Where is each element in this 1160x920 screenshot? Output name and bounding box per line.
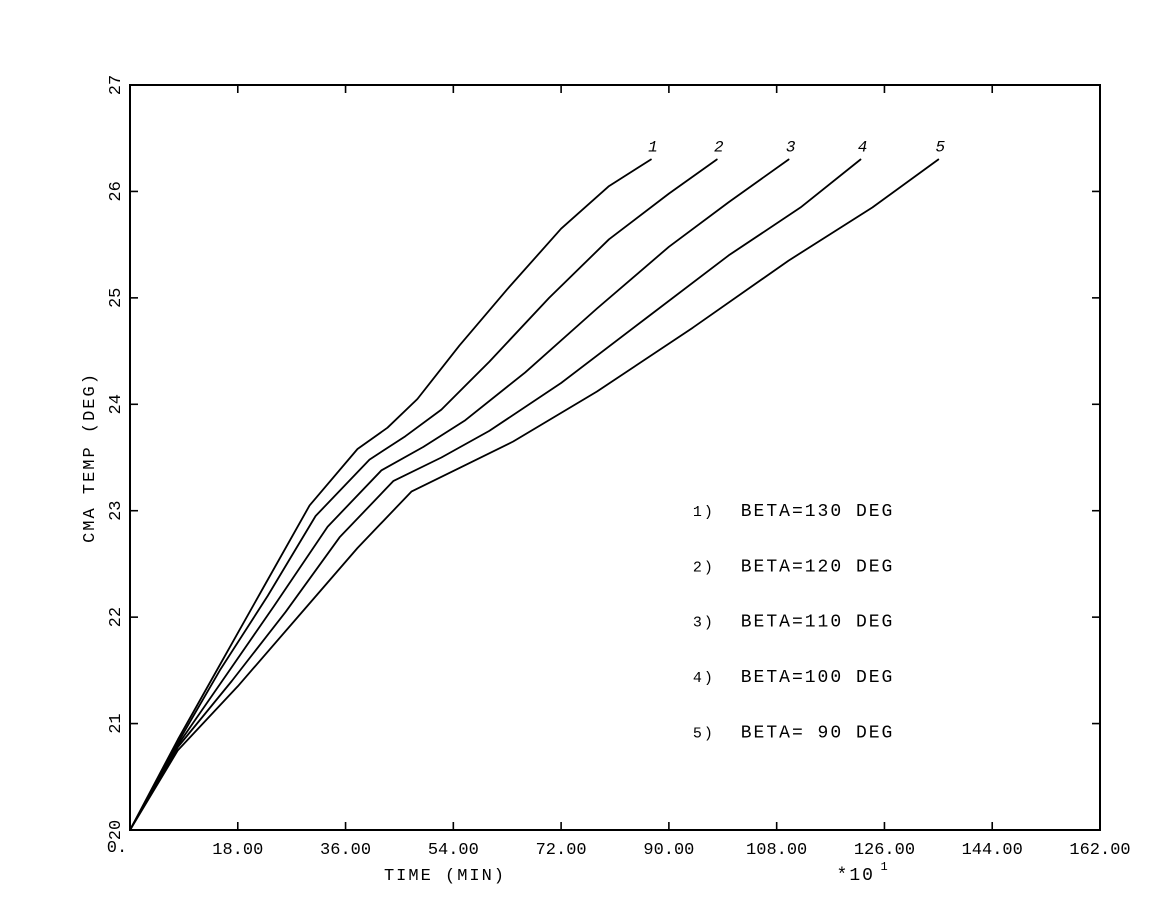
series-marker-3: 3 [786, 139, 796, 157]
series-line-1 [130, 160, 651, 831]
series-marker-4: 4 [858, 139, 868, 157]
y-tick-label: 21 [107, 713, 126, 733]
x-tick-label: 90.00 [643, 841, 694, 860]
series-line-3 [130, 160, 789, 831]
legend-label-1: BETA=130 DEG [741, 502, 895, 522]
x-tick-label: 108.00 [746, 841, 807, 860]
y-tick-label: 20 [107, 820, 126, 840]
x-axis-label: TIME (MIN) [384, 867, 506, 886]
x-tick-label: 72.00 [536, 841, 587, 860]
y-tick-label: 23 [107, 501, 126, 521]
x-tick-label: 54.00 [428, 841, 479, 860]
x-tick-label: 144.00 [962, 841, 1023, 860]
y-tick-label: 25 [107, 288, 126, 308]
x-tick-label: 162.00 [1069, 841, 1130, 860]
legend-index-3: 3) [693, 615, 715, 632]
series-line-2 [130, 160, 717, 831]
y-tick-label: 26 [107, 181, 126, 201]
legend-label-2: BETA=120 DEG [741, 557, 895, 577]
legend-index-4: 4) [693, 670, 715, 687]
y-tick-label: 22 [107, 607, 126, 627]
legend-label-5: BETA= 90 DEG [741, 723, 895, 743]
x-tick-label: 36.00 [320, 841, 371, 860]
legend-label-4: BETA=100 DEG [741, 668, 895, 688]
y-axis-label: CMA TEMP (DEG) [81, 372, 100, 543]
x-axis-unit-exp: 1 [881, 860, 890, 874]
series-marker-5: 5 [936, 139, 946, 157]
x-tick-label: 0. [107, 839, 127, 858]
x-axis-unit: *10 [837, 866, 875, 886]
series-marker-2: 2 [714, 139, 724, 157]
y-tick-label: 27 [107, 75, 126, 95]
series-marker-1: 1 [648, 139, 658, 157]
x-tick-label: 126.00 [854, 841, 915, 860]
chart-container: 0.18.0036.0054.0072.0090.00108.00126.001… [0, 0, 1160, 920]
y-tick-label: 24 [107, 394, 126, 414]
legend-label-3: BETA=110 DEG [741, 613, 895, 633]
plot-border [130, 85, 1100, 830]
x-tick-label: 18.00 [212, 841, 263, 860]
legend-index-5: 5) [693, 725, 715, 742]
chart-svg: 0.18.0036.0054.0072.0090.00108.00126.001… [0, 0, 1160, 920]
legend-index-1: 1) [693, 504, 715, 521]
legend-index-2: 2) [693, 559, 715, 576]
